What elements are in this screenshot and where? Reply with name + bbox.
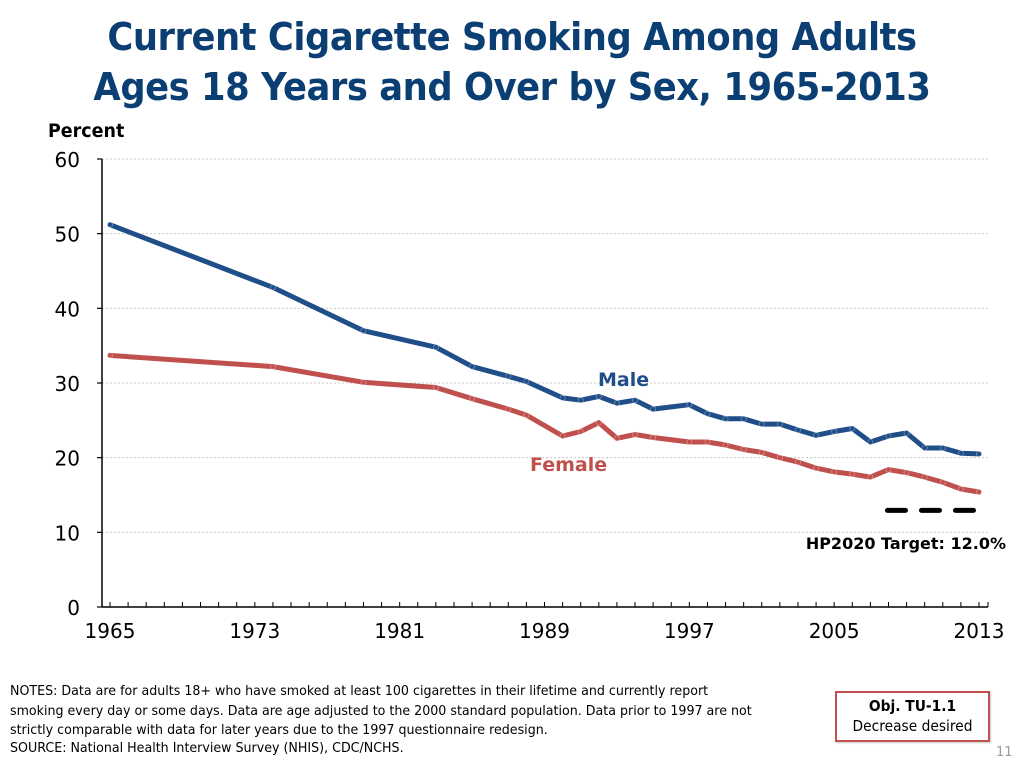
notes-line-2: smoking every day or some days. Data are… <box>10 702 752 719</box>
data-point-male <box>269 284 276 291</box>
x-tick-label: 1989 <box>519 619 570 643</box>
chart-title-line-2: Ages 18 Years and Over by Sex, 1965-2013 <box>93 65 931 109</box>
chart-title: Current Cigarette Smoking Among Adults A… <box>36 12 988 112</box>
data-point-male <box>794 427 801 434</box>
data-point-female <box>595 419 602 426</box>
data-point-female <box>559 433 566 440</box>
y-tick-label: 20 <box>55 447 80 471</box>
data-point-male <box>885 433 892 440</box>
data-point-male <box>559 394 566 401</box>
y-tick-labels: 0 10 20 30 40 50 60 <box>55 148 80 620</box>
data-point-male <box>432 344 439 351</box>
y-axis-label: Percent <box>48 120 125 142</box>
notes: NOTES: Data are for adults 18+ who have … <box>10 682 773 741</box>
data-point-male <box>595 393 602 400</box>
y-tick-label: 40 <box>55 297 80 321</box>
data-point-female <box>849 471 856 478</box>
data-point-female <box>523 412 530 419</box>
data-point-female <box>686 438 693 445</box>
data-point-male <box>976 450 983 457</box>
data-point-female <box>976 489 983 496</box>
data-point-female <box>758 449 765 456</box>
page-number: 11 <box>996 745 1013 760</box>
data-point-female <box>957 486 964 493</box>
x-tick-label: 1981 <box>374 619 425 643</box>
data-point-female <box>921 474 928 481</box>
data-point-female <box>107 352 114 359</box>
data-point-male <box>740 415 747 422</box>
x-tick-label: 1973 <box>229 619 280 643</box>
data-point-male <box>921 444 928 451</box>
data-point-female <box>740 446 747 453</box>
data-point-female <box>776 454 783 461</box>
data-point-male <box>686 401 693 408</box>
data-point-female <box>867 474 874 481</box>
series-label-male: Male <box>598 369 649 391</box>
source-note: SOURCE: National Health Interview Survey… <box>10 740 404 756</box>
x-tick-label: 2013 <box>954 619 1005 643</box>
data-point-male <box>360 327 367 334</box>
data-point-female <box>794 459 801 466</box>
objective-box: Obj. TU-1.1 Decrease desired <box>835 691 990 742</box>
data-point-female <box>469 395 476 402</box>
data-point-female <box>650 434 657 441</box>
data-point-male <box>632 397 639 404</box>
x-tick-label: 2005 <box>809 619 860 643</box>
x-tick-label: 1965 <box>85 619 136 643</box>
data-point-female <box>722 441 729 448</box>
series-line-male <box>107 222 982 457</box>
data-point-female <box>813 465 820 472</box>
data-point-female <box>360 379 367 386</box>
objective-title: Obj. TU-1.1 <box>868 697 957 715</box>
data-point-male <box>722 415 729 422</box>
y-tick-label: 60 <box>55 148 80 172</box>
target-label: HP2020 Target: 12.0% <box>806 534 1006 553</box>
data-point-female <box>505 406 512 413</box>
axes <box>97 158 989 608</box>
data-point-male <box>469 363 476 370</box>
data-point-male <box>867 438 874 445</box>
y-tick-label: 0 <box>67 596 80 620</box>
notes-line-3: strictly comparable with data for later … <box>10 722 548 738</box>
data-point-male <box>758 421 765 428</box>
data-point-female <box>632 431 639 438</box>
data-point-male <box>776 421 783 428</box>
data-point-male <box>849 425 856 432</box>
data-point-male <box>704 410 711 417</box>
data-point-male <box>939 444 946 451</box>
data-point-female <box>939 479 946 486</box>
data-point-female <box>831 468 838 475</box>
data-point-female <box>903 469 910 476</box>
data-point-female <box>613 435 620 442</box>
notes-line-1: NOTES: Data are for adults 18+ who have … <box>10 683 709 699</box>
y-tick-label: 10 <box>55 521 80 545</box>
data-point-male <box>831 428 838 435</box>
x-tick-labels: 1965 1973 1981 1989 1997 2005 2013 <box>85 619 1005 643</box>
series-label-female: Female <box>530 454 607 476</box>
data-point-male <box>903 430 910 437</box>
data-point-female <box>704 438 711 445</box>
data-point-male <box>650 406 657 413</box>
series-line-female <box>107 352 982 495</box>
line-chart: 0 10 20 30 40 50 60 1965 1973 1981 1989 1997 2005 20… <box>55 148 1006 643</box>
data-point-male <box>613 400 620 407</box>
data-point-male <box>107 221 114 228</box>
data-point-male <box>577 397 584 404</box>
y-tick-label: 50 <box>55 223 80 247</box>
objective-subtitle: Decrease desired <box>852 717 973 735</box>
series-lines <box>107 221 983 496</box>
data-point-female <box>432 384 439 391</box>
data-point-female <box>577 428 584 435</box>
data-point-male <box>813 432 820 439</box>
x-tick-label: 1997 <box>664 619 715 643</box>
data-point-male <box>957 450 964 457</box>
y-tick-label: 30 <box>55 372 80 396</box>
chart-title-line-1: Current Cigarette Smoking Among Adults <box>107 15 917 59</box>
data-point-male <box>523 378 530 385</box>
data-point-female <box>885 466 892 473</box>
data-point-male <box>505 373 512 380</box>
data-point-female <box>269 363 276 370</box>
